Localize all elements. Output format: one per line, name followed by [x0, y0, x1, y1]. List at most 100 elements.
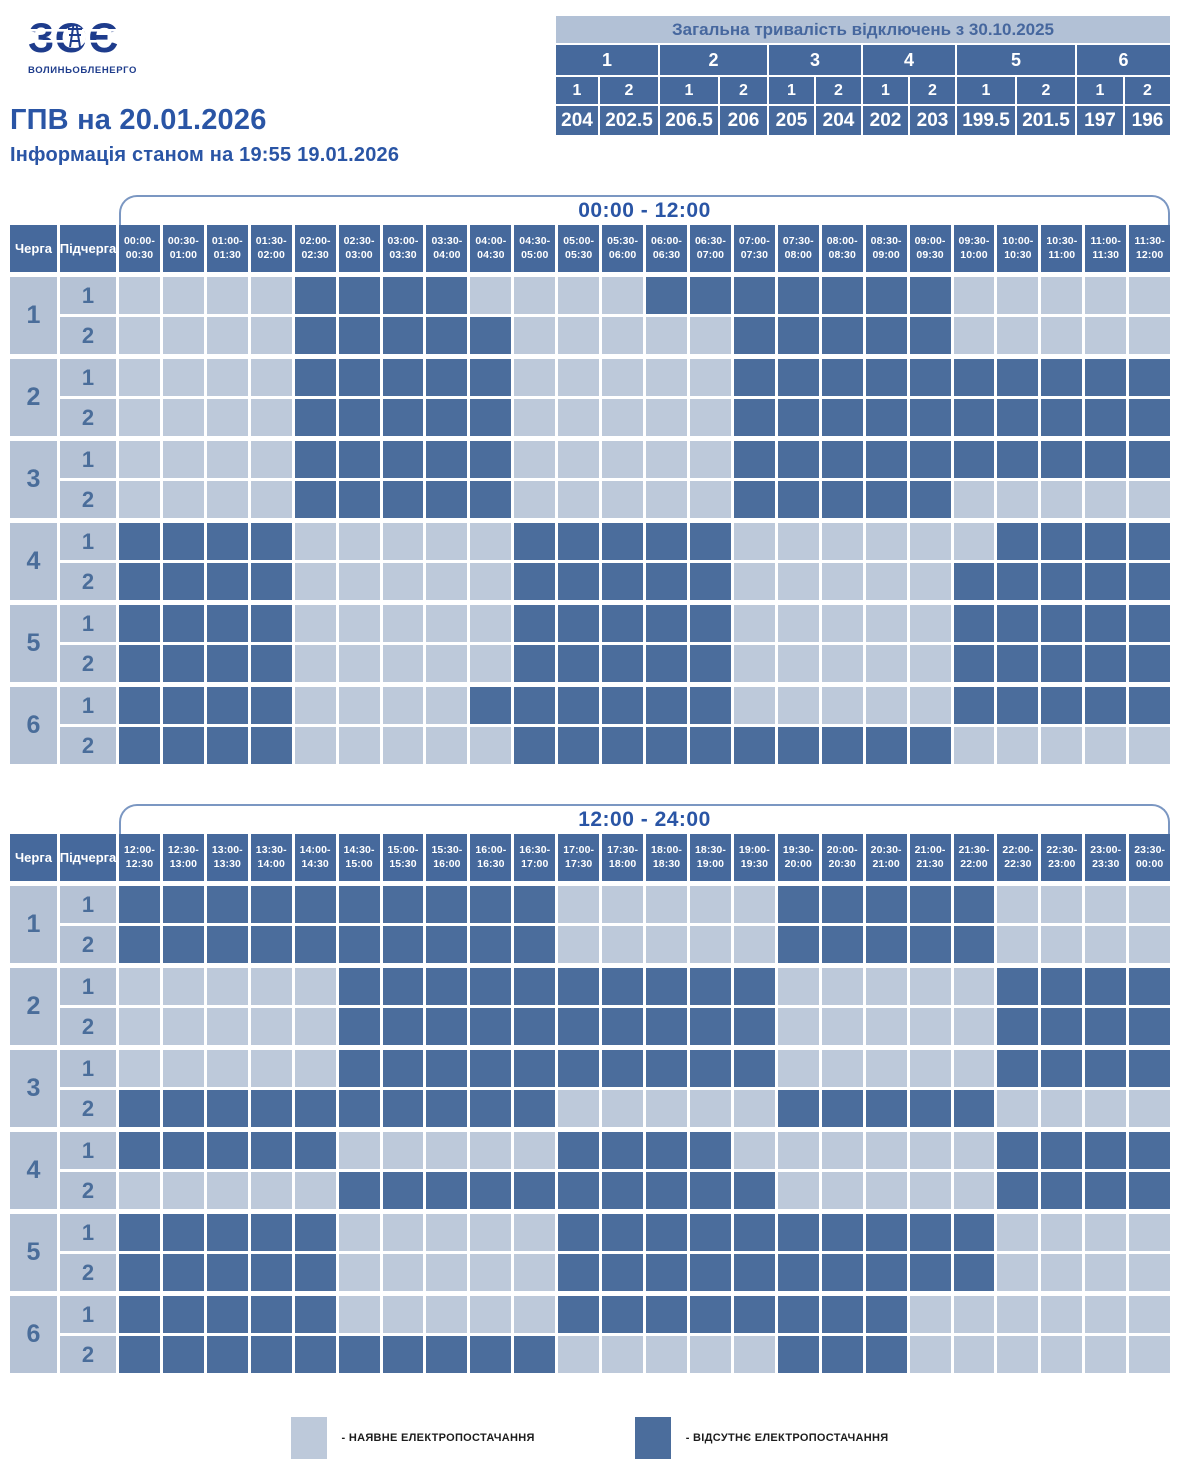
supply-cell	[733, 1090, 775, 1127]
supply-cell	[953, 481, 995, 518]
supply-cell	[997, 727, 1039, 764]
outage-cell	[294, 1254, 336, 1291]
legend: - НАЯВНЕ ЕЛЕКТРОПОСТАЧАННЯ - ВІДСУТНЄ ЕЛ…	[0, 1417, 1179, 1459]
outage-cell	[997, 1008, 1039, 1045]
outage-cell	[338, 481, 380, 518]
supply-cell	[865, 645, 907, 682]
time-slot-header: 17:00- 17:30	[558, 834, 600, 881]
outage-cell	[382, 1090, 424, 1127]
supply-cell	[865, 968, 907, 1005]
supply-cell	[777, 523, 819, 560]
supply-cell	[953, 1172, 995, 1209]
supply-cell	[514, 1214, 556, 1251]
outage-cell	[250, 926, 292, 963]
outage-cell	[689, 645, 731, 682]
outage-cell	[689, 277, 731, 314]
outage-cell	[119, 886, 160, 923]
outage-cell	[1085, 1050, 1127, 1087]
outage-cell	[162, 523, 204, 560]
supply-cell	[1129, 886, 1171, 923]
schedule-row: 2	[60, 481, 1171, 518]
outage-cell	[250, 645, 292, 682]
supply-cell	[294, 523, 336, 560]
schedule-row: 1	[60, 523, 1171, 560]
outage-cell	[909, 1254, 951, 1291]
summary-subqueue-header: 2	[1017, 77, 1075, 104]
outage-cell	[1041, 441, 1083, 478]
outage-cell	[119, 687, 160, 724]
supply-cell	[689, 441, 731, 478]
outage-cell	[558, 1254, 600, 1291]
queue-number: 4	[10, 523, 57, 600]
supply-cell	[119, 1050, 160, 1087]
subqueue-number: 2	[60, 1008, 116, 1045]
outage-cell	[426, 886, 468, 923]
supply-cell	[821, 605, 863, 642]
supply-cell	[162, 359, 204, 396]
outage-cell	[777, 441, 819, 478]
outage-cell	[470, 481, 512, 518]
supply-cell	[909, 1050, 951, 1087]
supply-cell	[470, 277, 512, 314]
outage-cell	[426, 1336, 468, 1373]
outage-cell	[777, 1336, 819, 1373]
time-slot-header: 08:30- 09:00	[865, 225, 907, 272]
outage-cell	[646, 968, 687, 1005]
supply-cell	[777, 563, 819, 600]
supply-cell	[909, 605, 951, 642]
summary-duration-value: 206.5	[660, 106, 718, 135]
time-slot-header: 11:00- 11:30	[1085, 225, 1127, 272]
supply-cell	[953, 523, 995, 560]
outage-cell	[162, 563, 204, 600]
subqueue-number: 1	[60, 968, 116, 1005]
summary-queue-header: 1	[556, 45, 658, 75]
subqueue-number: 2	[60, 1172, 116, 1209]
period-label-am: 00:00 - 12:00	[568, 199, 721, 223]
supply-cell	[250, 277, 292, 314]
supply-cell	[250, 1050, 292, 1087]
outage-cell	[821, 1336, 863, 1373]
outage-cell	[689, 968, 731, 1005]
outage-cell	[294, 317, 336, 354]
outage-cell	[119, 523, 160, 560]
period-bracket-am: 00:00 - 12:00	[119, 195, 1170, 225]
supply-cell	[558, 317, 600, 354]
time-slot-header: 00:30- 01:00	[162, 225, 204, 272]
outage-cell	[602, 968, 644, 1005]
outage-cell	[426, 359, 468, 396]
outage-cell	[646, 645, 687, 682]
supply-cell	[470, 727, 512, 764]
outage-cell	[602, 1214, 644, 1251]
outage-cell	[1041, 605, 1083, 642]
outage-cell	[382, 277, 424, 314]
outage-cell	[338, 926, 380, 963]
outage-cell	[426, 1172, 468, 1209]
supply-cell	[1129, 727, 1171, 764]
supply-cell	[250, 441, 292, 478]
page-subtitle: Інформація станом на 19:55 19.01.2026	[10, 144, 400, 166]
outage-cell	[470, 317, 512, 354]
outage-cell	[206, 886, 248, 923]
outage-cell	[1129, 968, 1171, 1005]
outage-cell	[119, 605, 160, 642]
outage-cell	[1041, 1132, 1083, 1169]
outage-cell	[821, 1254, 863, 1291]
outage-cell	[821, 1296, 863, 1333]
supply-cell	[514, 1254, 556, 1291]
outage-cell	[1129, 645, 1171, 682]
outage-cell	[909, 481, 951, 518]
outage-cell	[865, 926, 907, 963]
outage-cell	[777, 359, 819, 396]
supply-cell	[470, 523, 512, 560]
time-slot-header: 13:00- 13:30	[206, 834, 248, 881]
time-slot-header: 11:30- 12:00	[1129, 225, 1171, 272]
time-slot-header: 17:30- 18:00	[602, 834, 644, 881]
outage-cell	[865, 317, 907, 354]
supply-cell	[1041, 926, 1083, 963]
supply-cell	[689, 886, 731, 923]
supply-cell	[997, 1254, 1039, 1291]
